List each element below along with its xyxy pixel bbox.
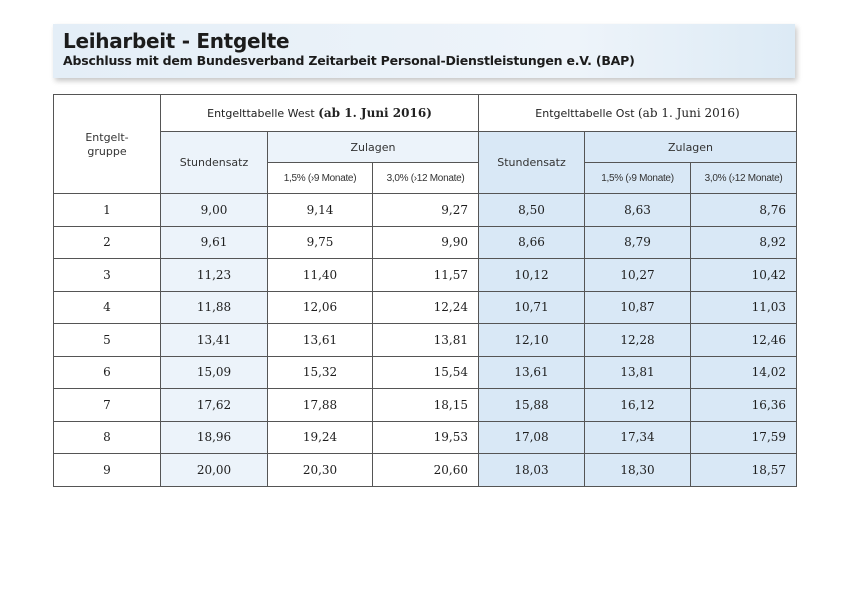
ost-zulagen-header: Zulagen	[583, 131, 798, 163]
cell-ost-z2: 8,76	[689, 193, 798, 227]
cell-west-std: 9,61	[160, 225, 268, 259]
cell-ost-z2: 11,03	[689, 290, 798, 324]
west-zulage-2-header: 3,0% (›12 Monate)	[372, 162, 479, 194]
ost-title-date: (ab 1. Juni 2016)	[638, 106, 740, 120]
cell-west-z2: 12,24	[372, 290, 479, 324]
table-row: 7 17,62 17,88 18,15 15,88 16,12 16,36	[53, 388, 798, 422]
cell-west-z1: 9,75	[267, 225, 373, 259]
cell-west-std: 18,96	[160, 420, 268, 454]
cell-west-z1: 9,14	[267, 193, 373, 227]
cell-ost-z2: 10,42	[689, 258, 798, 292]
ost-header: Entgelttabelle Ost (ab 1. Juni 2016)	[477, 94, 798, 132]
cell-west-z1: 12,06	[267, 290, 373, 324]
cell-ost-z2: 8,92	[689, 225, 798, 259]
cell-west-z1: 11,40	[267, 258, 373, 292]
cell-ost-z2: 17,59	[689, 420, 798, 454]
cell-west-z1: 19,24	[267, 420, 373, 454]
table-row: 6 15,09 15,32 15,54 13,61 13,81 14,02	[53, 355, 798, 389]
ost-title-label: Entgelttabelle Ost	[535, 107, 638, 120]
cell-ost-z2: 16,36	[689, 388, 798, 422]
cell-ost-z1: 18,30	[584, 453, 691, 487]
cell-west-std: 13,41	[160, 323, 268, 357]
cell-west-z2: 13,81	[372, 323, 479, 357]
table-row: 5 13,41 13,61 13,81 12,10 12,28 12,46	[53, 323, 798, 357]
ost-stundensatz-header: Stundensatz	[478, 131, 585, 194]
cell-ost-z1: 10,87	[584, 290, 691, 324]
table-row: 4 11,88 12,06 12,24 10,71 10,87 11,03	[53, 290, 798, 324]
gruppe-header: Entgelt- gruppe	[53, 94, 161, 194]
west-zulage-1-header: 1,5% (›9 Monate)	[267, 162, 373, 194]
cell-west-z2: 11,57	[372, 258, 479, 292]
cell-ost-z1: 17,34	[584, 420, 691, 454]
cell-ost-z1: 16,12	[584, 388, 691, 422]
cell-grp: 2	[53, 225, 161, 259]
cell-ost-std: 10,71	[478, 290, 585, 324]
cell-west-z1: 17,88	[267, 388, 373, 422]
cell-ost-std: 10,12	[478, 258, 585, 292]
cell-ost-z1: 13,81	[584, 355, 691, 389]
cell-grp: 7	[53, 388, 161, 422]
cell-west-z2: 9,90	[372, 225, 479, 259]
west-title-date: (ab 1. Juni 2016)	[318, 106, 432, 120]
table-row: 9 20,00 20,30 20,60 18,03 18,30 18,57	[53, 453, 798, 487]
cell-grp: 3	[53, 258, 161, 292]
west-stundensatz-header: Stundensatz	[160, 131, 268, 194]
cell-west-std: 15,09	[160, 355, 268, 389]
ost-zulage-2-header: 3,0% (›12 Monate)	[689, 162, 798, 194]
cell-west-std: 11,88	[160, 290, 268, 324]
cell-ost-z1: 8,63	[584, 193, 691, 227]
cell-ost-z1: 12,28	[584, 323, 691, 357]
page-subtitle: Abschluss mit dem Bundesverband Zeitarbe…	[63, 53, 635, 68]
cell-grp: 6	[53, 355, 161, 389]
cell-west-z2: 19,53	[372, 420, 479, 454]
cell-west-z1: 20,30	[267, 453, 373, 487]
table-row: 2 9,61 9,75 9,90 8,66 8,79 8,92	[53, 225, 798, 259]
cell-west-z2: 18,15	[372, 388, 479, 422]
cell-west-z2: 20,60	[372, 453, 479, 487]
cell-west-z2: 15,54	[372, 355, 479, 389]
west-zulagen-header: Zulagen	[267, 131, 479, 163]
gruppe-label-1: Entgelt-	[85, 131, 129, 144]
page-title: Leiharbeit - Entgelte	[63, 29, 290, 53]
cell-ost-z1: 8,79	[584, 225, 691, 259]
cell-west-z2: 9,27	[372, 193, 479, 227]
cell-ost-std: 12,10	[478, 323, 585, 357]
cell-grp: 4	[53, 290, 161, 324]
cell-grp: 5	[53, 323, 161, 357]
cell-ost-std: 8,50	[478, 193, 585, 227]
wage-table: Entgelt- gruppe Entgelttabelle West (ab …	[53, 94, 798, 487]
cell-ost-std: 18,03	[478, 453, 585, 487]
cell-west-z1: 13,61	[267, 323, 373, 357]
cell-ost-z2: 12,46	[689, 323, 798, 357]
cell-grp: 1	[53, 193, 161, 227]
cell-ost-std: 17,08	[478, 420, 585, 454]
table-body: 1 9,00 9,14 9,27 8,50 8,63 8,76 2 9,61 9,75 9,90 8,…	[53, 193, 798, 487]
table-row: 1 9,00 9,14 9,27 8,50 8,63 8,76	[53, 193, 798, 227]
west-title-label: Entgelttabelle West	[207, 107, 319, 120]
cell-grp: 9	[53, 453, 161, 487]
cell-west-std: 11,23	[160, 258, 268, 292]
cell-west-std: 9,00	[160, 193, 268, 227]
cell-grp: 8	[53, 420, 161, 454]
cell-ost-z1: 10,27	[584, 258, 691, 292]
west-header: Entgelttabelle West (ab 1. Juni 2016)	[160, 94, 479, 132]
cell-west-z1: 15,32	[267, 355, 373, 389]
cell-ost-z2: 14,02	[689, 355, 798, 389]
cell-west-std: 17,62	[160, 388, 268, 422]
title-banner: Leiharbeit - Entgelte Abschluss mit dem …	[53, 24, 795, 78]
cell-ost-std: 8,66	[478, 225, 585, 259]
table-row: 3 11,23 11,40 11,57 10,12 10,27 10,42	[53, 258, 798, 292]
table-row: 8 18,96 19,24 19,53 17,08 17,34 17,59	[53, 420, 798, 454]
cell-ost-std: 13,61	[478, 355, 585, 389]
cell-ost-std: 15,88	[478, 388, 585, 422]
gruppe-label-2: gruppe	[87, 145, 127, 158]
cell-west-std: 20,00	[160, 453, 268, 487]
ost-zulage-1-header: 1,5% (›9 Monate)	[584, 162, 691, 194]
cell-ost-z2: 18,57	[689, 453, 798, 487]
